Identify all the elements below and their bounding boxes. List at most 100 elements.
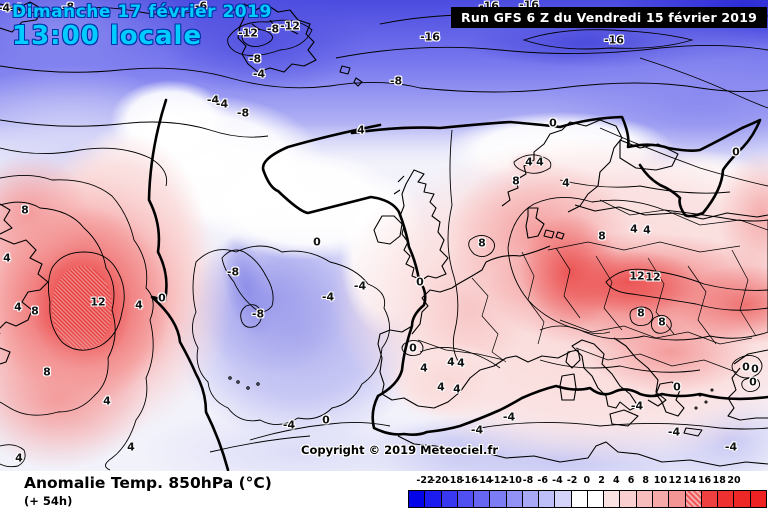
legend-tick: -18 [445, 475, 464, 486]
map-label: -4 [630, 399, 644, 413]
legend-box [538, 490, 556, 508]
legend-tick: 6 [627, 475, 635, 486]
map-label: 4 [420, 361, 428, 375]
legend-tick: -20 [431, 475, 449, 486]
legend-color-scale [408, 490, 767, 508]
legend-tick: 14 [683, 475, 697, 486]
map-label: 8 [31, 304, 39, 318]
map-label: -4 [321, 290, 335, 304]
legend-box [749, 490, 767, 508]
map-label: -8 [226, 265, 240, 279]
map-label: -8 [251, 307, 265, 321]
map-label: 8 [637, 306, 645, 320]
map-label: 8 [43, 365, 51, 379]
legend-tick: -10 [504, 475, 522, 486]
map-label: 0 [313, 235, 321, 249]
map-label: 0 [732, 145, 740, 159]
validity-date: Dimanche 17 février 2019 [12, 2, 272, 22]
copyright-text: Copyright © 2019 Meteociel.fr [301, 443, 499, 457]
map-label: -4 [252, 67, 266, 81]
legend-tick: -8 [522, 475, 534, 486]
legend-box [408, 490, 426, 508]
map-label: -4 [215, 97, 229, 111]
map-label: 8 [598, 229, 606, 243]
legend-box [570, 490, 588, 508]
map-label: 4 [15, 451, 23, 465]
map-label: -4 [9, 1, 23, 15]
map-label: -6 [194, 0, 208, 13]
map-label: 4 [562, 176, 570, 190]
map-label: -12 [280, 19, 300, 33]
map-label: 0 [751, 362, 759, 376]
legend-box [586, 490, 605, 508]
map-label: -4 [502, 410, 516, 424]
legend-box [700, 490, 719, 508]
map-label: -4 [353, 279, 367, 293]
map-label: 0 [673, 380, 681, 394]
legend-box [684, 490, 702, 508]
legend-box [733, 490, 751, 508]
legend-tick: 4 [612, 475, 620, 486]
legend-box [603, 490, 621, 508]
map-label: 4 [437, 380, 445, 394]
country-borders [417, 199, 768, 373]
map-label: 8 [478, 236, 486, 250]
legend-box [505, 490, 523, 508]
validity-time: 13:00 locale [12, 20, 203, 51]
map-title: Anomalie Temp. 850hPa (°C) [24, 474, 272, 492]
legend-tick: -12 [489, 475, 508, 486]
map-label: -8 [248, 52, 262, 66]
forecast-hour: (+ 54h) [24, 494, 73, 508]
legend-tick: 10 [653, 475, 668, 486]
map-label: 4 [103, 394, 111, 408]
zero-anomaly-lines [147, 98, 768, 471]
map-label: -8 [389, 74, 403, 88]
map-label: 4 [3, 251, 11, 265]
map-label: -4 [0, 1, 11, 15]
map-label: 0 [749, 375, 757, 389]
map-label: -8 [61, 0, 75, 14]
legend-box [668, 490, 686, 508]
legend-tick: 20 [727, 475, 741, 486]
footer-bar: Anomalie Temp. 850hPa (°C) (+ 54h) -22 -2… [0, 471, 768, 512]
map-label: -16 [604, 33, 624, 47]
map-label: 8 [658, 315, 666, 329]
map-label: -16 [420, 30, 440, 44]
legend-box [651, 490, 670, 508]
run-info-box: Run GFS 6 Z du Vendredi 15 février 2019 [451, 7, 767, 28]
map-label: 8 [21, 203, 29, 217]
map-label: 12 [645, 270, 661, 284]
map-label: 12 [629, 269, 645, 283]
map-label: -12 [238, 26, 258, 40]
map-label: 4 [457, 356, 465, 370]
map-label: 0 [409, 341, 417, 355]
map-label: -4 [667, 425, 681, 439]
map-label: 4 [536, 155, 544, 169]
legend-box [489, 490, 507, 508]
map-label: 8 [512, 174, 520, 188]
map-label: -8 [236, 106, 250, 120]
legend-tick-labels: -22 -20 -18 -16 -14 -12 -10 -8 -6 -4 -2 0 2 4 6 8 10 12 14… [0, 476, 768, 488]
legend-tick: -16 [460, 475, 478, 486]
map-label: 0 [742, 360, 750, 374]
map-label: -4 [206, 93, 220, 107]
legend-tick: -22 [416, 475, 434, 486]
legend-box [554, 490, 572, 508]
map-label: 0 [158, 291, 166, 305]
map-label: -8 [266, 22, 280, 36]
validity-datetime: Dimanche 17 février 2019 13:00 locale [12, 2, 272, 51]
map-label: -16 [519, 0, 539, 12]
map-label: 0 [549, 116, 557, 130]
legend-tick: -6 [537, 475, 548, 486]
map-label: 4 [127, 440, 135, 454]
map-canvas: -4-4-8-6-12-8-12-8-4-4-4-8-16-16-16-8-16… [0, 0, 768, 471]
legend-box [635, 490, 653, 508]
legend-box [717, 490, 735, 508]
map-label: -16 [479, 1, 499, 12]
map-label: 4 [135, 298, 143, 312]
legend-tick: -14 [475, 475, 493, 486]
map-label: -4 [282, 418, 296, 432]
legend-tick: -2 [566, 475, 578, 486]
contour-lines [0, 6, 768, 471]
